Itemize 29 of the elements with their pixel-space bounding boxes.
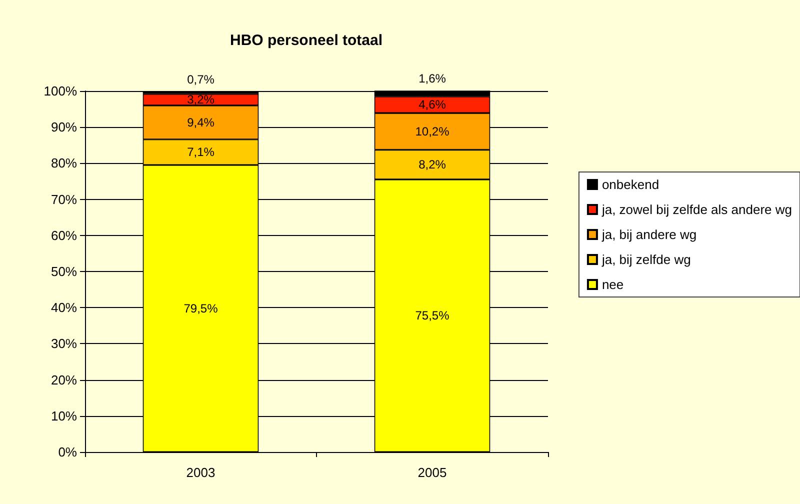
x-tick-label: 2005 [418,465,447,480]
legend-label: ja, zowel bij zelfde als andere wg [600,202,792,217]
x-tick-label: 2003 [186,465,216,480]
y-tick-label: 40% [50,300,78,316]
legend-label: ja, bij andere wg [600,227,697,242]
y-tick-label: 30% [50,336,78,352]
data-label: 9,4% [187,115,215,130]
y-tick-label: 50% [50,264,78,279]
data-label: 1,6% [418,72,446,86]
y-tick-label: 60% [50,228,78,243]
data-label: 75,5% [415,308,450,323]
y-tick-label: 100% [44,84,78,98]
y-tick-label: 80% [50,156,78,171]
data-label: 79,5% [184,302,218,316]
data-label: 8,2% [418,158,446,172]
data-label: 3,2% [187,92,215,107]
legend-label: onbekend [602,177,660,192]
legend-label: ja, bij zelfde wg [600,252,691,267]
data-label: 4,6% [418,98,446,112]
legend-label: nee [602,277,624,292]
data-label: 0,7% [187,72,215,86]
chart-title: HBO personeel totaal [230,32,383,49]
data-label: 7,1% [187,145,215,160]
y-tick-label: 90% [50,120,78,135]
y-tick-label: 20% [50,372,78,388]
y-tick-label: 70% [50,192,78,207]
data-label: 10,2% [415,124,450,138]
y-tick-label: 10% [50,408,78,424]
y-tick-label: 0% [58,444,78,460]
